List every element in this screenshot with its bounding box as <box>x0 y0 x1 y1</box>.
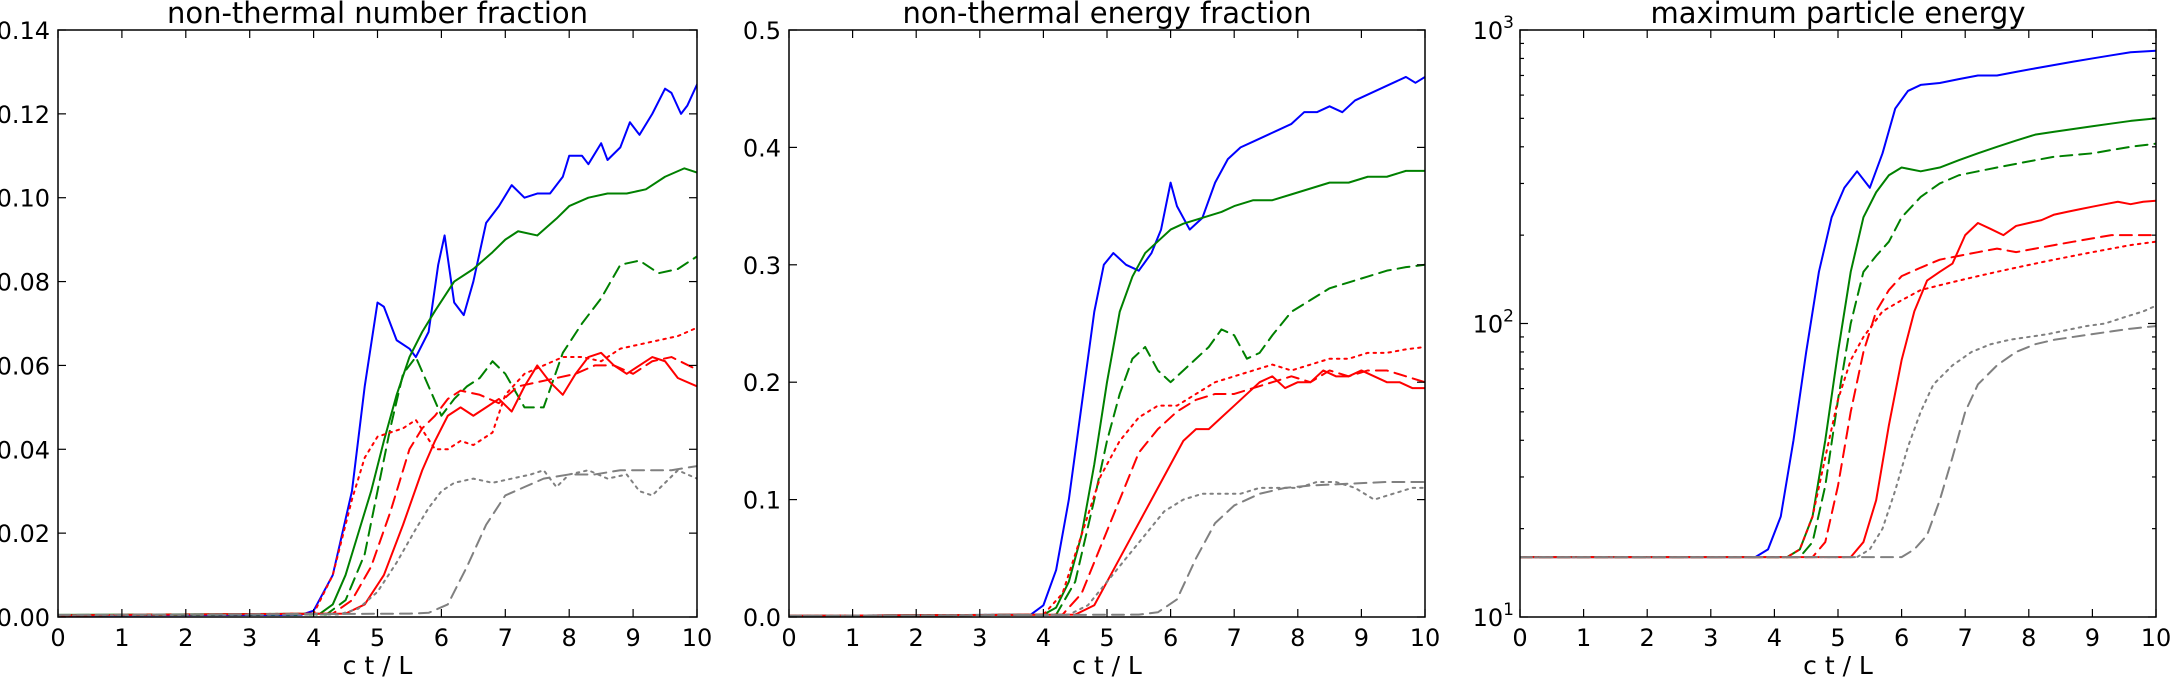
y-tick-label: 0.02 <box>0 520 50 548</box>
y-tick-label: 0.04 <box>0 436 50 464</box>
series-green-dashed <box>789 263 1425 617</box>
series-red-dotted <box>58 326 697 617</box>
y-tick-label: 0.08 <box>0 269 50 297</box>
series-green-solid <box>58 167 697 616</box>
x-tick-label: 6 <box>1894 624 1909 652</box>
series-green-dashed <box>58 255 697 617</box>
series-red-dotted <box>1520 240 2156 559</box>
y-tick-label: 103 <box>1473 13 1514 45</box>
x-tick-label: 4 <box>1767 624 1782 652</box>
series-gray-dashed <box>789 480 1425 617</box>
series-red-dotted <box>789 345 1425 617</box>
x-tick-label: 5 <box>1830 624 1845 652</box>
x-tick-label: 0 <box>781 624 796 652</box>
x-tick-label: 2 <box>909 624 924 652</box>
series-green-dashed <box>1520 142 2156 559</box>
series-red-dashed <box>58 356 697 617</box>
x-tick-label: 8 <box>1290 624 1305 652</box>
y-tick-label: 0.10 <box>0 185 50 213</box>
chart-title: non-thermal number fraction <box>167 0 588 30</box>
x-tick-label: 6 <box>434 624 449 652</box>
x-tick-label: 6 <box>1163 624 1178 652</box>
series-red-solid <box>1520 199 2156 559</box>
chart-panel-2: 0 1 2 3 4 5 6 7 8 9 10 0.0 0.1 0.2 0.3 0.4 0.5 non-therma… <box>743 0 1440 680</box>
y-tick-label: 0.14 <box>0 17 50 45</box>
x-tick-label: 2 <box>1640 624 1655 652</box>
x-tick-label: 7 <box>1958 624 1973 652</box>
chart-title: maximum particle energy <box>1651 0 2026 30</box>
x-tick-label: 5 <box>370 624 385 652</box>
series-gray-dotted <box>1520 304 2156 559</box>
x-axis-label: c t / L <box>1803 651 1873 680</box>
x-tick-label: 2 <box>178 624 193 652</box>
x-tick-label: 3 <box>242 624 257 652</box>
x-axis-label: c t / L <box>343 651 413 680</box>
x-tick-label: 8 <box>562 624 577 652</box>
y-tick-label: 0.4 <box>743 134 781 162</box>
x-tick-label: 8 <box>2021 624 2036 652</box>
series-green-solid <box>789 169 1425 617</box>
x-tick-label: 9 <box>1354 624 1369 652</box>
series-green-solid <box>1520 117 2156 559</box>
axes-frame <box>57 29 698 618</box>
y-tick-label: 101 <box>1473 600 1514 632</box>
y-tick-label: 0.0 <box>743 604 781 632</box>
x-tick-label: 7 <box>498 624 513 652</box>
x-tick-label: 10 <box>682 624 713 652</box>
x-tick-label: 9 <box>625 624 640 652</box>
series-gray-dotted <box>789 480 1425 617</box>
x-tick-label: 0 <box>1512 624 1527 652</box>
chart-title: non-thermal energy fraction <box>903 0 1312 30</box>
series-gray-dashed <box>58 465 697 616</box>
x-tick-label: 10 <box>2141 624 2170 652</box>
y-tick-label: 0.06 <box>0 352 50 380</box>
series-blue-solid <box>1520 49 2156 559</box>
y-tick-label: 0.00 <box>0 604 50 632</box>
x-tick-label: 3 <box>1703 624 1718 652</box>
series-red-solid <box>58 351 697 617</box>
x-tick-label: 9 <box>2085 624 2100 652</box>
x-tick-label: 3 <box>972 624 987 652</box>
series-blue-solid <box>58 83 697 617</box>
series-red-dashed <box>789 369 1425 617</box>
x-tick-label: 1 <box>845 624 860 652</box>
series-red-dashed <box>1520 234 2156 559</box>
x-tick-label: 0 <box>50 624 65 652</box>
x-axis-label: c t / L <box>1072 651 1142 680</box>
axes-frame <box>1519 29 2157 618</box>
y-tick-label: 0.3 <box>743 252 781 280</box>
chart-panel-1: 0 1 2 3 4 5 6 7 8 9 10 0.00 0.02 0.04 0.06 0.08 0.10 0.12… <box>0 0 712 680</box>
x-tick-label: 1 <box>1576 624 1591 652</box>
series-gray-dashed <box>1520 325 2156 559</box>
y-tick-label: 0.5 <box>743 17 781 45</box>
y-tick-label: 102 <box>1473 307 1514 339</box>
x-tick-label: 4 <box>1036 624 1051 652</box>
x-tick-label: 7 <box>1227 624 1242 652</box>
series-red-solid <box>789 369 1425 617</box>
x-tick-label: 4 <box>306 624 321 652</box>
chart-panel-3: 0 1 2 3 4 5 6 7 8 9 10 101 102 103 maximum particle en… <box>1473 0 2170 680</box>
y-tick-exponent: 2 <box>1503 307 1514 327</box>
series-blue-solid <box>789 75 1425 617</box>
y-tick-label: 0.1 <box>743 487 781 515</box>
y-tick-exponent: 1 <box>1503 600 1514 620</box>
y-tick-label: 0.2 <box>743 369 781 397</box>
x-tick-label: 10 <box>1410 624 1441 652</box>
y-tick-label: 0.12 <box>0 101 50 129</box>
series-gray-dotted <box>58 469 697 617</box>
x-tick-label: 1 <box>114 624 129 652</box>
x-tick-label: 5 <box>1099 624 1114 652</box>
y-tick-exponent: 3 <box>1503 13 1514 33</box>
